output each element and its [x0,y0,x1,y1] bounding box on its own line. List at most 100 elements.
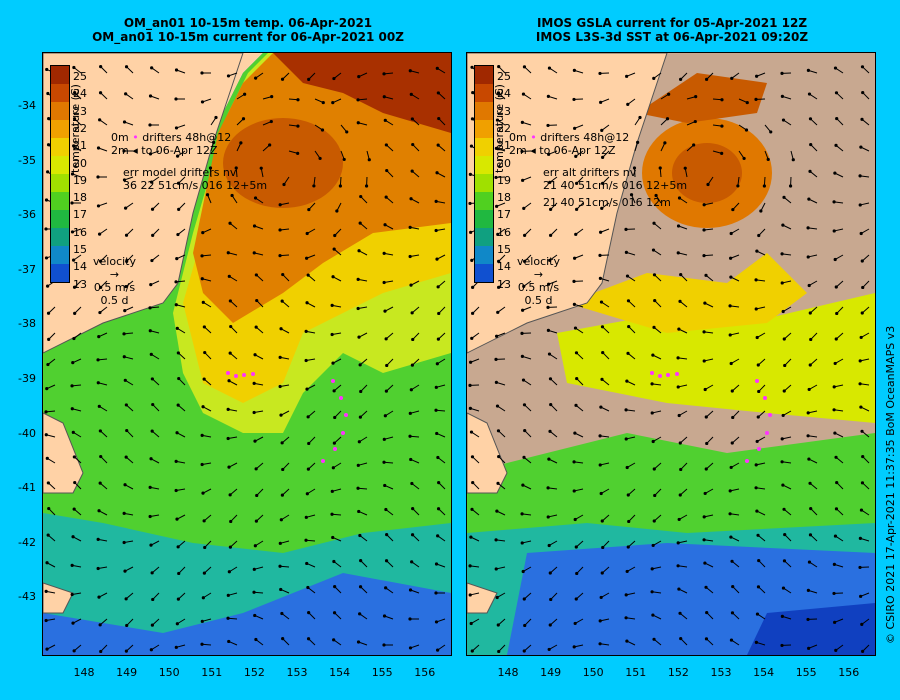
velocity-arrow-head [720,124,724,128]
sst-yellow2 [567,253,807,333]
velocity-arrow-head [382,72,386,76]
velocity-arrow-head [436,455,440,460]
velocity-arrow-head [123,378,127,382]
velocity-arrow-head [149,283,153,287]
velocity-arrow-head [409,457,413,462]
velocity-arrow-head [44,227,48,231]
velocity-arrow-head [150,258,154,263]
velocity-arrow-head [70,230,75,234]
velocity-arrow-head [497,454,501,459]
velocity-arrow-head [227,570,231,574]
velocity-arrow-head [122,120,127,124]
velocity-arrow-head [358,585,363,589]
velocity-arrow-head [124,455,128,459]
velocity-arrow-head [73,91,77,95]
velocity-arrow-head [436,534,440,538]
velocity-arrow-head [123,206,128,210]
velocity-arrow-head [859,231,863,236]
velocity-arrow-head [652,76,656,80]
velocity-arrow-head [175,622,179,626]
velocity-arrow-head [44,256,49,260]
velocity-arrow-head [667,92,671,96]
velocity-arrow-head [205,193,210,197]
velocity-arrow-head [436,285,440,289]
velocity-arrow-head [174,303,178,307]
velocity-arrow-head [574,232,578,236]
drifter-legend-line1: drifters 48h@12 [540,131,630,144]
velocity-arrow-head [650,411,654,415]
velocity-arrow-head [720,151,724,155]
velocity-arrow-head [359,194,363,199]
colorbar-swatch [51,156,69,174]
velocity-arrow-head [547,352,552,356]
velocity-arrow-head [573,431,577,435]
colorbar-swatch [51,84,69,102]
velocity-arrow-head [304,329,308,334]
velocity-arrow-head [229,519,233,524]
velocity-arrow-head [226,407,230,412]
velocity-arrow-head [678,611,682,615]
velocity-arrow-head [468,564,472,568]
velocity-arrow-head [296,98,300,102]
velocity-arrow-head [46,170,50,174]
velocity-arrow-head [382,643,386,647]
velocity-arrow-head [808,117,813,121]
velocity-arrow-head [730,76,734,80]
velocity-arrow-head [385,168,389,173]
velocity-arrow-head [755,335,759,340]
drifter-point [331,379,335,383]
latitude-label: -37 [18,262,36,276]
colorbar-label: 25 [73,70,87,83]
velocity-arrow-head [174,459,178,464]
velocity-arrow-head [45,387,49,391]
velocity-arrow-head [175,517,179,521]
longitude-label: 153 [710,666,732,679]
longitude-label: 149 [116,666,138,679]
velocity-arrow-head [521,92,526,96]
velocity-arrow-head [71,361,75,365]
velocity-arrow-head [435,66,439,70]
longitude-label: 154 [329,666,351,679]
velocity-arrow-head [202,519,206,523]
velocity-arrow-head [332,76,336,81]
velocity-arrow-head [124,92,128,96]
velocity-arrow-head [599,405,603,409]
velocity-arrow-head [177,207,181,211]
velocity-arrow-head [332,611,337,615]
velocity-arrow-head [148,152,153,156]
velocity-arrow-head [496,429,501,433]
velocity-arrow-head [280,77,285,81]
velocity-arrow-head [468,406,473,410]
velocity-arrow-head [806,255,810,259]
velocity-arrow-head [469,621,473,626]
velocity-arrow-head [742,156,746,161]
velocity-arrow-head [357,75,361,79]
velocity-arrow-head [46,143,51,147]
velocity-arrow-head [677,196,682,200]
drifter-point [745,459,749,463]
velocity-arrow-head [806,68,811,72]
velocity-arrow-head [547,457,551,461]
colorbar [50,65,70,283]
velocity-arrow-head [409,197,413,201]
colorbar-swatch [475,120,493,138]
drifter-legend-line1: drifters 48h@12 [142,131,232,144]
velocity-arrow-head [703,491,707,496]
velocity-arrow-head [318,156,322,161]
velocity-arrow-head [279,327,283,331]
velocity-arrow-head [781,413,785,418]
velocity-arrow-head [807,197,811,201]
velocity-arrow-head [124,284,128,289]
velocity-arrow-head [384,586,388,590]
velocity-arrow-head [574,403,578,407]
velocity-arrow-head [72,117,77,121]
velocity-arrow-head [781,223,785,227]
velocity-arrow-head [807,387,811,392]
velocity-arrow-head [832,591,836,596]
velocity-arrow-head [470,507,474,511]
velocity-arrow-head [574,545,578,549]
left-panel-title: OM_an01 10-15m temp. 06-Apr-2021 OM_an01… [44,16,452,44]
arrow-marker-icon: ◂ [132,144,138,157]
left-title-line1: OM_an01 10-15m temp. 06-Apr-2021 [123,16,373,30]
velocity-arrow-head [729,275,733,279]
